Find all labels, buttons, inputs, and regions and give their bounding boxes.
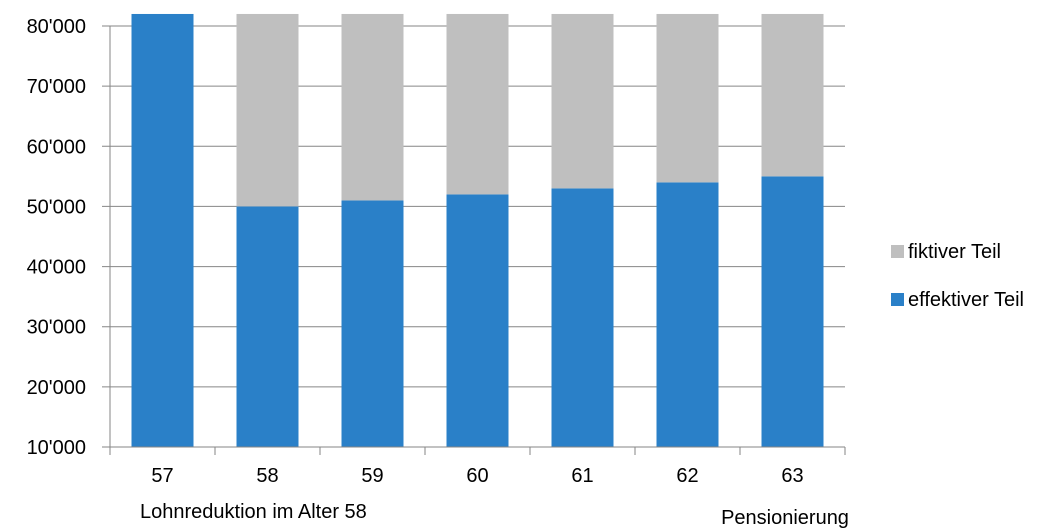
x-tick-label: 57 — [151, 465, 173, 487]
y-tick-label: 60'000 — [27, 136, 86, 158]
legend: fiktiver Teil effektiver Teil — [891, 241, 1024, 311]
bar-effektiver-60 — [446, 194, 509, 447]
x-tick-label: 58 — [256, 465, 278, 487]
bar-fiktiver-60 — [446, 13, 509, 195]
bar-fiktiver-58 — [236, 13, 299, 207]
bar-effektiver-58 — [236, 206, 299, 447]
bar-effektiver-63 — [761, 176, 824, 447]
x-tick-label: 62 — [676, 465, 698, 487]
axes — [102, 26, 846, 455]
y-tick-label: 10'000 — [27, 437, 86, 459]
y-tick-label: 40'000 — [27, 257, 86, 279]
legend-swatch-fiktiver — [891, 245, 904, 258]
bar-effektiver-62 — [656, 182, 719, 447]
x-tick-label: 63 — [781, 465, 803, 487]
y-tick-label: 20'000 — [27, 377, 86, 399]
y-tick-label: 70'000 — [27, 76, 86, 98]
bar-fiktiver-62 — [656, 13, 719, 183]
tick-labels: 10'000 20'000 30'000 40'000 50'000 60'000 70'0… — [27, 16, 849, 529]
bar-effektiver-61 — [551, 188, 614, 447]
legend-swatch-effektiver — [891, 293, 904, 306]
x-tick-label: 60 — [466, 465, 488, 487]
annotation-pensionierung: Pensionierung — [721, 507, 849, 529]
y-tick-label: 50'000 — [27, 196, 86, 218]
annotation-lohnreduktion: Lohnreduktion im Alter 58 — [140, 501, 367, 523]
bar-fiktiver-59 — [341, 13, 404, 201]
bar-fiktiver-63 — [761, 13, 824, 177]
bar-effektiver-57 — [131, 13, 194, 447]
bar-fiktiver-61 — [551, 13, 614, 189]
legend-label-effektiver: effektiver Teil — [908, 289, 1024, 311]
y-tick-label: 80'000 — [27, 16, 86, 38]
y-tick-label: 30'000 — [27, 317, 86, 339]
x-tick-label: 59 — [361, 465, 383, 487]
bar-effektiver-59 — [341, 200, 404, 447]
x-tick-label: 61 — [571, 465, 593, 487]
legend-label-fiktiver: fiktiver Teil — [908, 241, 1001, 263]
bars — [131, 13, 824, 447]
